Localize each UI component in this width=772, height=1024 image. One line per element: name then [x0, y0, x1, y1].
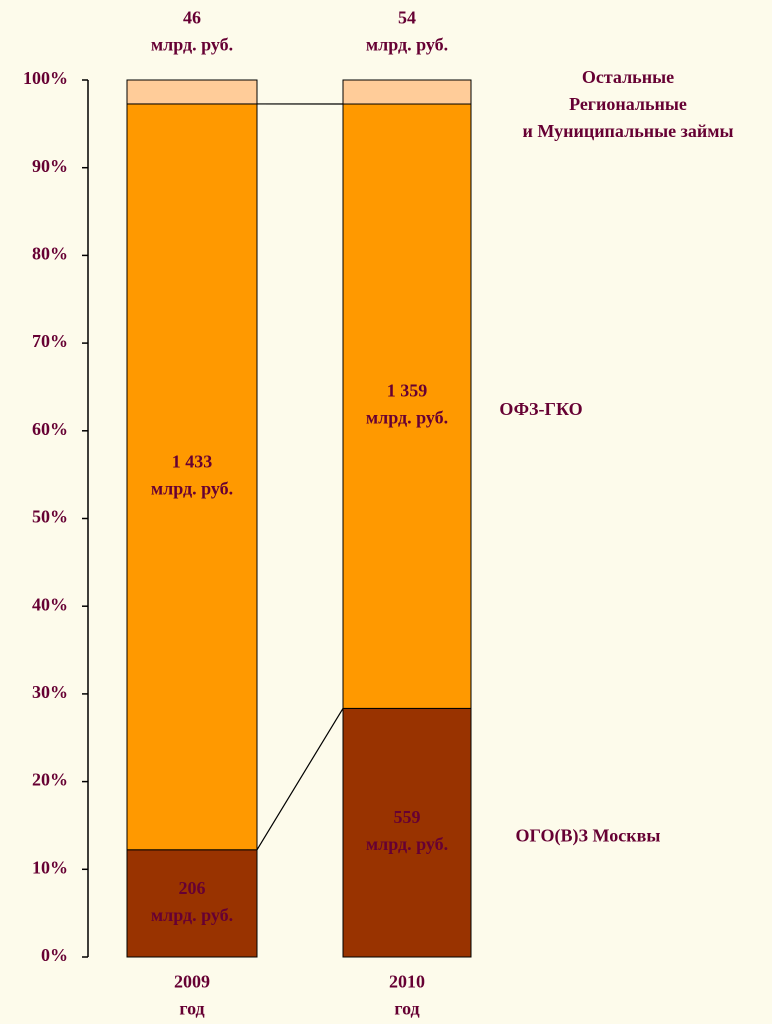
x-tick-label: 2009 год — [174, 972, 210, 1019]
bar-segment — [342, 103, 472, 709]
data-label-line: 206 — [179, 878, 206, 898]
y-tick-label: 20% — [32, 770, 68, 790]
y-tick-label: 50% — [32, 507, 68, 527]
bar-segment — [126, 79, 258, 105]
y-tick-label: 0% — [41, 945, 68, 965]
legend-label: ОФЗ-ГКО — [499, 399, 582, 419]
x-tick-label: 2010 год — [389, 972, 425, 1019]
y-tick-label: 40% — [32, 594, 68, 614]
legend-label: ОГО(В)З Москвы — [516, 826, 661, 847]
data-label-line: 559 — [394, 807, 421, 827]
connector — [256, 708, 344, 851]
legend-label-line: и Муниципальные займы — [522, 121, 733, 141]
data-label-line: 54 — [398, 8, 416, 28]
y-tick-label: 70% — [32, 331, 68, 351]
data-label-line: 1 433 — [172, 451, 213, 471]
bar-segment — [126, 849, 258, 958]
data-label: 1 433 млрд. руб. — [151, 451, 233, 498]
y-tick-label: 60% — [32, 419, 68, 439]
x-tick-label-line: год — [179, 999, 204, 1019]
bar-segment — [342, 707, 472, 958]
y-tick-label: 100% — [23, 68, 68, 88]
data-label-line: млрд. руб. — [366, 35, 448, 55]
x-tick-label-line: 2009 — [174, 972, 210, 992]
x-tick-label-line: 2010 — [389, 972, 425, 992]
y-tick-label: 10% — [32, 857, 68, 877]
bar-segment — [126, 103, 258, 851]
legend-label-line: Остальные — [582, 67, 674, 87]
legend-label-line: Региональные — [569, 94, 687, 114]
data-label: 1 359 млрд. руб. — [366, 381, 448, 428]
legend-label-line: ОФЗ-ГКО — [499, 399, 582, 419]
bar-segment — [342, 79, 472, 105]
data-label-line: млрд. руб. — [366, 408, 448, 428]
data-label-line: млрд. руб. — [151, 905, 233, 925]
data-label-line: млрд. руб. — [366, 834, 448, 854]
y-tick-label: 90% — [32, 156, 68, 176]
data-label-line: млрд. руб. — [151, 35, 233, 55]
y-tick-label: 80% — [32, 244, 68, 264]
legend-label: Остальные Региональные и Муниципальные зай… — [522, 67, 733, 141]
data-label: 559 млрд. руб. — [366, 807, 448, 854]
data-label: 46 млрд. руб. — [151, 8, 233, 55]
data-label: 54 млрд. руб. — [366, 8, 448, 55]
y-tick-label: 30% — [32, 682, 68, 702]
data-label: 206 млрд. руб. — [151, 878, 233, 925]
x-tick-label-line: год — [394, 999, 419, 1019]
data-label-line: 46 — [183, 8, 201, 28]
legend-label-line: ОГО(В)З Москвы — [516, 826, 661, 847]
data-label-line: 1 359 — [387, 381, 428, 401]
data-label-line: млрд. руб. — [151, 478, 233, 498]
